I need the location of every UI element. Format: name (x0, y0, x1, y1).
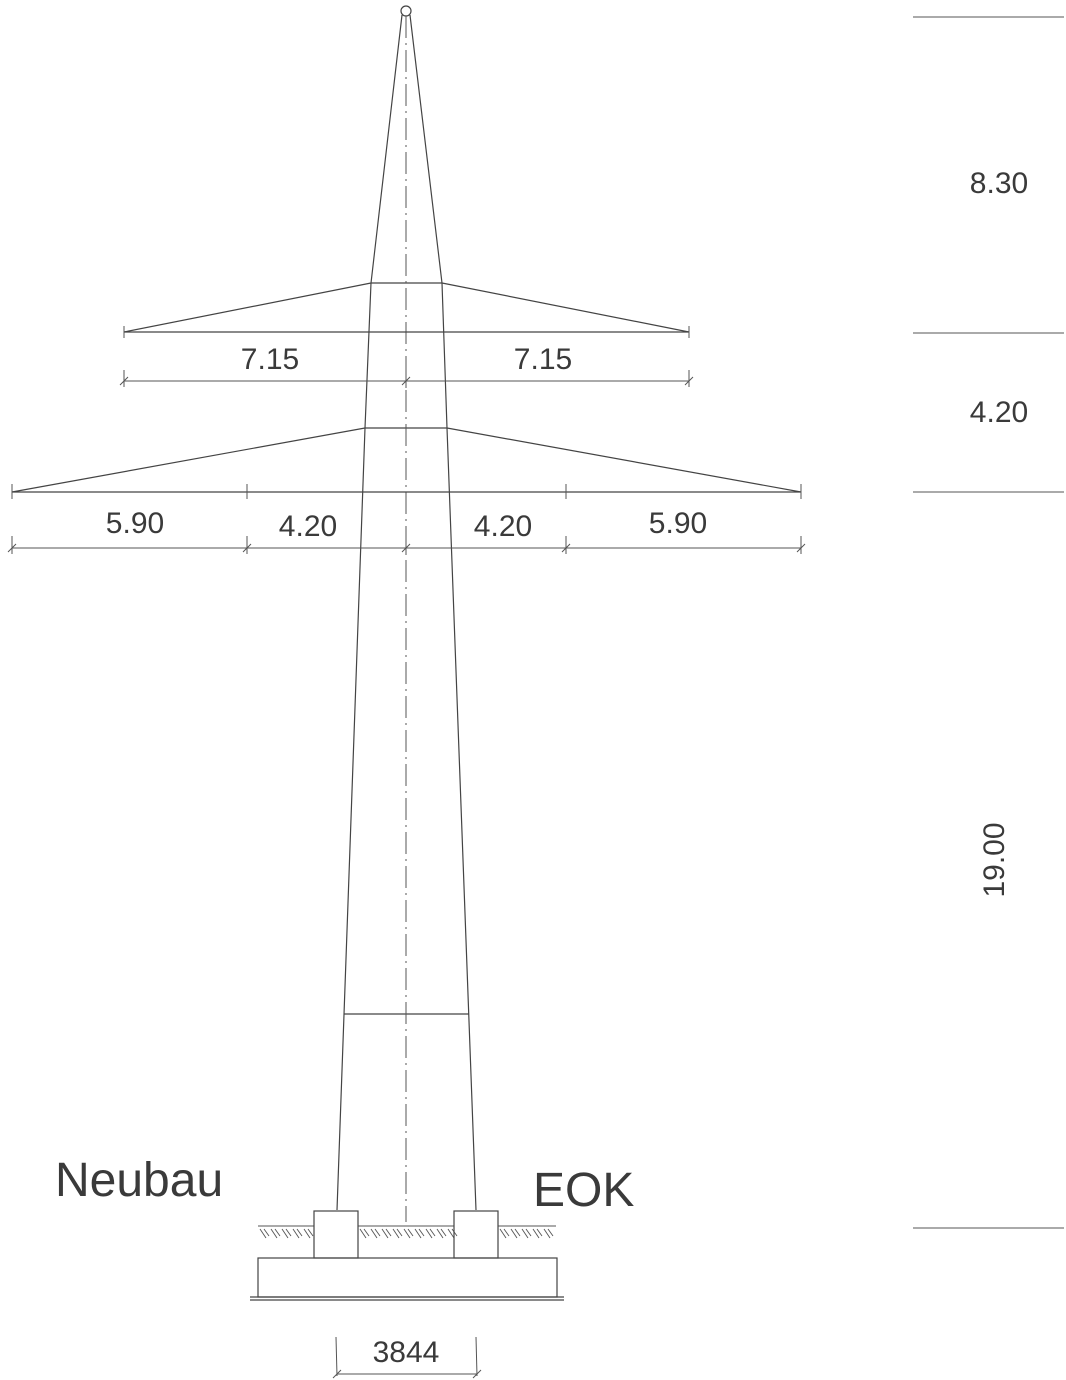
height-lower-dimension: 19.00 (978, 822, 1011, 897)
height-middle-dimension: 4.20 (970, 396, 1028, 429)
hatch-mark (514, 1228, 521, 1237)
hatch-mark (536, 1228, 543, 1237)
lower-arm-outer-left-dimension: 5.90 (106, 507, 164, 540)
hatch-mark (418, 1228, 425, 1237)
lower-cross-arm (11, 427, 802, 499)
hatch-mark (281, 1228, 289, 1239)
lower-arm-inner-right-dimension: 4.20 (474, 510, 532, 543)
hatch-mark (307, 1228, 314, 1237)
tower-top-cap (400, 5, 412, 17)
upper-arm-left-dimension: 7.15 (241, 343, 299, 376)
hatch-mark (385, 1228, 392, 1237)
hatch-mark (285, 1228, 292, 1237)
hatch-mark (414, 1228, 422, 1239)
hatch-mark (436, 1228, 444, 1239)
lower-arm-inner-left-dimension: 4.20 (279, 510, 337, 543)
neubau-label: Neubau (55, 1154, 223, 1207)
hatch-mark (532, 1228, 540, 1239)
upper-cross-arm (123, 282, 690, 338)
upper-arm-dimension (119, 370, 694, 388)
hatch-mark (503, 1228, 510, 1237)
hatch-mark (429, 1228, 436, 1237)
hatch-mark (263, 1228, 270, 1237)
foundation (250, 1210, 564, 1301)
hatch-mark (543, 1228, 551, 1239)
hatch-mark (447, 1228, 455, 1239)
hatch-mark (547, 1228, 554, 1237)
lower-arm-outer-right-dimension: 5.90 (649, 507, 707, 540)
lower-arm-dimension (7, 536, 806, 555)
hatch-mark (521, 1228, 529, 1239)
hatch-mark (359, 1228, 367, 1239)
hatch-mark (292, 1228, 300, 1239)
height-dimension-lines (913, 16, 1064, 1229)
hatch-mark (303, 1228, 311, 1239)
hatch-mark (396, 1228, 403, 1237)
hatch-mark (381, 1228, 389, 1239)
hatch-mark (370, 1228, 378, 1239)
upper-arm-right-dimension: 7.15 (514, 343, 572, 376)
hatch-mark (525, 1228, 532, 1237)
hatch-mark (425, 1228, 433, 1239)
hatch-mark (510, 1228, 518, 1239)
eok-label: EOK (533, 1164, 634, 1217)
hatch-mark (363, 1228, 370, 1237)
ground-hatching (258, 1225, 556, 1239)
hatch-mark (499, 1228, 507, 1239)
hatch-mark (440, 1228, 447, 1237)
hatch-mark (392, 1228, 400, 1239)
hatch-mark (407, 1228, 414, 1237)
hatch-mark (270, 1228, 278, 1239)
foundation-width-dimension: 3844 (373, 1336, 440, 1369)
hatch-mark (259, 1228, 267, 1239)
hatch-mark (296, 1228, 303, 1237)
height-top-dimension: 8.30 (970, 167, 1028, 200)
hatch-mark (274, 1228, 281, 1237)
hatch-mark (374, 1228, 381, 1237)
hatch-mark (403, 1228, 411, 1239)
foundation-dimension (332, 1336, 482, 1379)
